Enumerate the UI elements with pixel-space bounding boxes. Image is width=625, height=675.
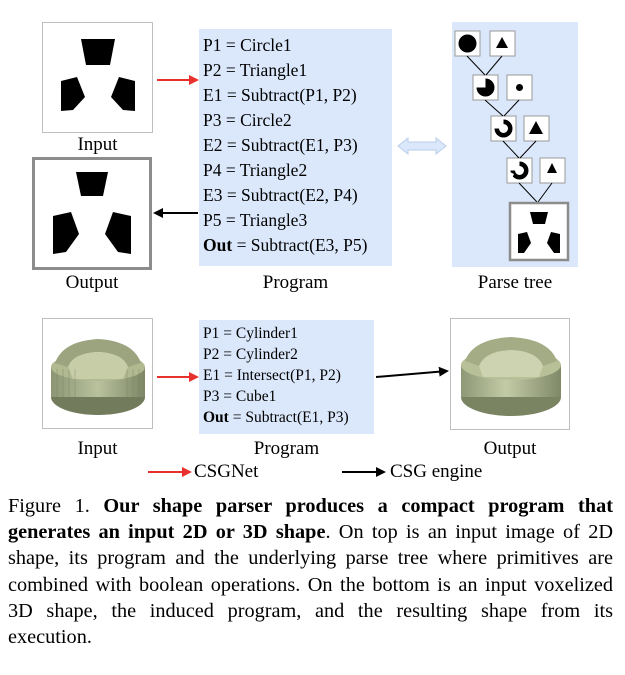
program-line: P4 = Triangle2 [203,160,308,180]
triangle-icon [529,121,543,134]
top-input-image [42,22,153,133]
bottom-output-label: Output [483,438,537,459]
caption-rest: . On top is an input image of 2D shape, … [8,521,614,649]
legend-engine-label: CSG engine [390,461,483,482]
caption-bold: Our shape parser produces a compact prog… [8,495,613,544]
voxel-chair-icon [51,339,145,415]
figure-caption: Figure 1. Our shape parser produces a co… [8,493,613,650]
program-line: E3 = Subtract(E2, P4) [203,185,358,205]
program-line: P2 = Triangle1 [203,60,308,80]
parse-tree-label: Parse tree [477,272,553,293]
triangle-icon [547,163,557,173]
top-input-label: Input [77,134,118,155]
bottom-input-image [42,318,153,429]
ring-icon [494,119,513,138]
partial-circle-icon [476,78,495,97]
parse-tree-panel [452,22,578,267]
parse-tree-diagram [454,30,570,262]
small-circle-icon [516,84,523,91]
program-line: Out = Subtract(E3, P5) [203,235,368,255]
program-line: E2 = Subtract(E1, P3) [203,135,358,155]
top-program-panel: P1 = Circle1 P2 = Triangle1 E1 = Subtrac… [199,29,392,266]
program-line: P3 = Circle2 [203,110,292,130]
program-line: E1 = Intersect(P1, P2) [203,367,341,384]
bottom-program-panel: P1 = Cylinder1 P2 = Cylinder2 E1 = Inter… [199,320,374,434]
program-line: P3 = Cube1 [203,388,277,405]
program-line: E1 = Subtract(P1, P2) [203,85,357,105]
bottom-output-image [450,318,570,430]
circle-icon [458,34,477,53]
program-line: P2 = Cylinder2 [203,346,298,363]
legend-csgnet-label: CSGNet [194,461,259,482]
bottom-input-label: Input [77,438,118,459]
top-output-image [32,157,152,270]
triangle-icon [496,37,508,48]
caption-prefix: Figure 1. [8,495,104,517]
top-output-label: Output [65,272,119,293]
double-arrow-icon [397,136,447,156]
program-line: Out = Subtract(E1, P3) [203,409,349,426]
program-line: P1 = Circle1 [203,35,292,55]
top-program-label: Program [262,272,329,293]
program-line: P5 = Triangle3 [203,210,308,230]
rendered-chair-icon [461,337,561,416]
csg-engine-arrow [375,366,449,378]
bottom-program-label: Program [253,438,320,459]
program-line: P1 = Cylinder1 [203,325,298,342]
radiation-shape-icon [61,39,135,111]
radiation-shape-icon [53,172,131,254]
